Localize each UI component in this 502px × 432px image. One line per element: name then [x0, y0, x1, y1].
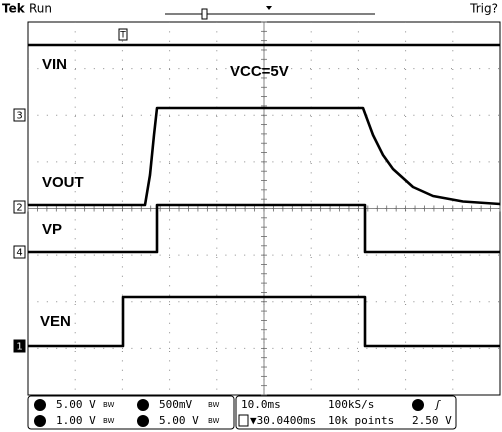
bw-icon: BW [103, 417, 115, 425]
status: Run [29, 2, 52, 16]
brand: Tek [2, 2, 26, 16]
trigger-marker [118, 28, 128, 41]
ch4-scale: 5.00 V [159, 414, 199, 427]
ch2-icon [34, 415, 46, 427]
channel-marker: 1 [13, 339, 26, 353]
channel-marker-label: 3 [16, 111, 22, 122]
channel-marker-label: 4 [16, 248, 22, 259]
bw-icon: BW [208, 417, 220, 425]
ch2-scale: 1.00 V [56, 414, 96, 427]
ven-trace [28, 295, 500, 348]
ch3-icon [137, 399, 149, 411]
bw-icon: BW [208, 401, 220, 409]
trace-label: VP [42, 221, 62, 238]
slope-icon: ʃ [434, 398, 441, 411]
ch3-scale: 500mV [159, 398, 192, 411]
vp-trace [28, 203, 500, 254]
ch1-icon [34, 399, 46, 411]
trigger-position: ▼30.0400ms [250, 414, 316, 427]
trace-label: VIN [42, 56, 67, 73]
annotation: VCC=5V [230, 63, 289, 80]
graticule [27, 21, 501, 396]
channel-marker: 2 [13, 200, 26, 214]
record-window [201, 8, 208, 20]
ch4-icon [137, 415, 149, 427]
trigger-marker-glyph: T [119, 31, 126, 41]
trigger-status: Trig? [469, 2, 498, 16]
trigger-icon [238, 414, 249, 427]
sample-rate: 100kS/s [328, 398, 374, 411]
channel-readout-box [27, 395, 235, 430]
trace-label: VEN [40, 313, 71, 330]
bw-icon: BW [103, 401, 115, 409]
trigger-source-icon [412, 399, 424, 411]
timebase: 10.0ms [241, 398, 281, 411]
timebase-readout-box [235, 395, 457, 430]
vout-trace [28, 106, 501, 207]
ch1-scale: 5.00 V [56, 398, 96, 411]
channel-marker-label: 1 [16, 342, 22, 353]
trigger-level: 2.50 V [412, 414, 452, 427]
trigger-pointer [266, 6, 272, 10]
channel-marker-label: 2 [16, 203, 22, 214]
trace-label: VOUT [42, 174, 84, 191]
record-length: 10k points [328, 414, 394, 427]
channel-marker: 4 [13, 245, 26, 259]
channel-marker: 3 [13, 108, 26, 122]
